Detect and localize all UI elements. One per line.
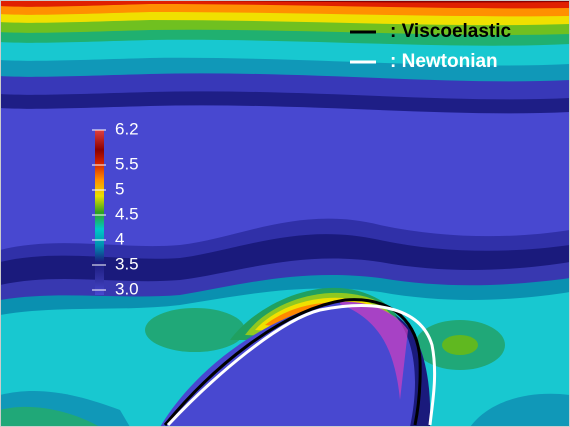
legend-label: : Viscoelastic	[390, 21, 512, 42]
legend-label: : Newtonian	[390, 51, 498, 72]
colorbar-tick-label: 4	[115, 229, 124, 248]
colorbar: 3.0 3.5 4 4.5 5 5.5 6.2	[92, 119, 139, 298]
outline	[163, 298, 422, 426]
colorbar-tick-label: 5.5	[115, 154, 139, 173]
colorbar-tick-label: 6.2	[115, 119, 139, 138]
colorbar-scale	[95, 130, 104, 295]
colorbar-tick-label: 4.5	[115, 204, 139, 223]
outline	[166, 304, 437, 427]
colorbar-tick-label: 3.5	[115, 254, 139, 273]
colorbar-tick-label: 5	[115, 179, 124, 198]
colorbar-tick-label: 3.0	[115, 279, 139, 298]
